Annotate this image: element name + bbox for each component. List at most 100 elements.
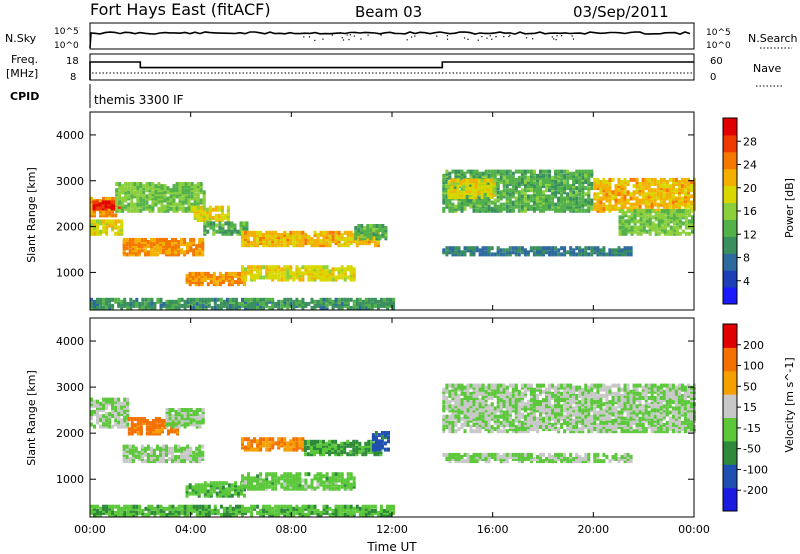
echo-cell bbox=[343, 273, 347, 278]
echo-cell bbox=[325, 306, 329, 310]
echo-cell bbox=[536, 206, 539, 211]
echo-cell bbox=[117, 297, 121, 302]
echo-cell bbox=[578, 196, 582, 201]
echo-cell bbox=[672, 209, 676, 214]
echo-cell bbox=[674, 204, 678, 209]
echo-cell bbox=[286, 476, 290, 481]
echo-cell bbox=[536, 406, 539, 411]
echo-cell bbox=[484, 250, 488, 255]
echo-cell bbox=[672, 215, 676, 220]
echo-cell bbox=[122, 248, 126, 253]
echo-cell bbox=[289, 232, 293, 237]
echo-cell bbox=[621, 215, 625, 220]
echo-cell bbox=[271, 243, 275, 248]
echo-cell bbox=[478, 406, 482, 411]
echo-cell bbox=[244, 480, 247, 485]
echo-cell bbox=[548, 173, 551, 178]
echo-cell bbox=[199, 188, 203, 193]
echo-cell bbox=[529, 188, 533, 193]
echo-cell bbox=[195, 252, 199, 257]
echo-cell bbox=[445, 250, 449, 255]
echo-cell bbox=[539, 410, 542, 415]
echo-cell bbox=[477, 178, 481, 183]
y-tick-label: 4000 bbox=[56, 129, 84, 142]
echo-cell bbox=[325, 269, 329, 274]
echo-cell bbox=[331, 230, 335, 235]
echo-cell bbox=[355, 446, 359, 450]
echo-cell bbox=[466, 396, 470, 400]
echo-cell bbox=[96, 412, 99, 417]
echo-cell bbox=[478, 200, 482, 205]
echo-cell bbox=[626, 198, 630, 203]
echo-cell bbox=[681, 221, 685, 226]
echo-cell bbox=[201, 420, 205, 425]
echo-cell bbox=[247, 476, 250, 481]
echo-cell bbox=[286, 277, 290, 282]
echo-cell bbox=[602, 177, 606, 182]
echo-cell bbox=[659, 177, 663, 182]
echo-cell bbox=[587, 171, 591, 176]
echo-cell bbox=[346, 301, 350, 306]
echo-cell bbox=[678, 209, 682, 214]
echo-cell bbox=[526, 204, 530, 209]
echo-cell bbox=[377, 433, 381, 438]
echo-cell bbox=[376, 243, 380, 248]
echo-cell bbox=[480, 195, 484, 200]
echo-cell bbox=[648, 231, 652, 236]
echo-cell bbox=[177, 459, 181, 464]
echo-cell bbox=[166, 190, 170, 195]
echo-cell bbox=[134, 248, 138, 253]
echo-cell bbox=[111, 303, 115, 308]
echo-cell bbox=[523, 406, 527, 411]
echo-cell bbox=[149, 455, 153, 459]
echo-cell bbox=[189, 457, 193, 461]
echo-cell bbox=[451, 398, 455, 403]
echo-cell bbox=[505, 204, 509, 209]
echo-cell bbox=[357, 224, 361, 228]
colorbar-swatch bbox=[723, 151, 737, 170]
echo-cell bbox=[130, 196, 134, 201]
echo-cell bbox=[499, 389, 503, 394]
echo-cell bbox=[168, 306, 172, 310]
echo-cell bbox=[168, 446, 171, 451]
echo-cell bbox=[155, 444, 159, 449]
power-echo-marks bbox=[90, 169, 696, 310]
echo-cell bbox=[165, 237, 168, 242]
echo-cell bbox=[313, 299, 317, 304]
echo-cell bbox=[618, 215, 622, 220]
echo-cell bbox=[677, 188, 681, 193]
echo-cell bbox=[460, 398, 464, 403]
echo-cell bbox=[596, 184, 600, 189]
echo-cell bbox=[180, 248, 184, 253]
echo-cell bbox=[247, 472, 250, 477]
echo-cell bbox=[148, 429, 152, 434]
echo-cell bbox=[493, 387, 497, 392]
echo-cell bbox=[192, 459, 196, 464]
echo-cell bbox=[136, 208, 140, 213]
echo-cell bbox=[448, 420, 452, 425]
echo-cell bbox=[217, 213, 221, 218]
y-tick-label: 3000 bbox=[56, 175, 84, 188]
echo-cell bbox=[514, 418, 518, 423]
echo-cell bbox=[462, 178, 466, 183]
echo-cell bbox=[639, 219, 643, 224]
echo-cell bbox=[468, 186, 472, 191]
echo-cell bbox=[192, 248, 196, 253]
echo-cell bbox=[156, 297, 160, 302]
echo-cell bbox=[189, 416, 193, 421]
echo-cell bbox=[493, 173, 497, 178]
echo-cell bbox=[189, 450, 193, 455]
echo-cell bbox=[256, 235, 260, 239]
echo-cell bbox=[529, 425, 533, 429]
echo-cell bbox=[605, 188, 609, 193]
echo-cell bbox=[548, 184, 551, 189]
echo-cell bbox=[313, 243, 317, 248]
echo-cell bbox=[532, 393, 536, 398]
echo-cell bbox=[234, 489, 237, 494]
echo-cell bbox=[545, 427, 548, 432]
echo-cell bbox=[456, 182, 460, 187]
echo-cell bbox=[349, 482, 353, 487]
echo-cell bbox=[381, 234, 385, 239]
echo-cell bbox=[454, 396, 458, 400]
echo-cell bbox=[575, 252, 579, 257]
